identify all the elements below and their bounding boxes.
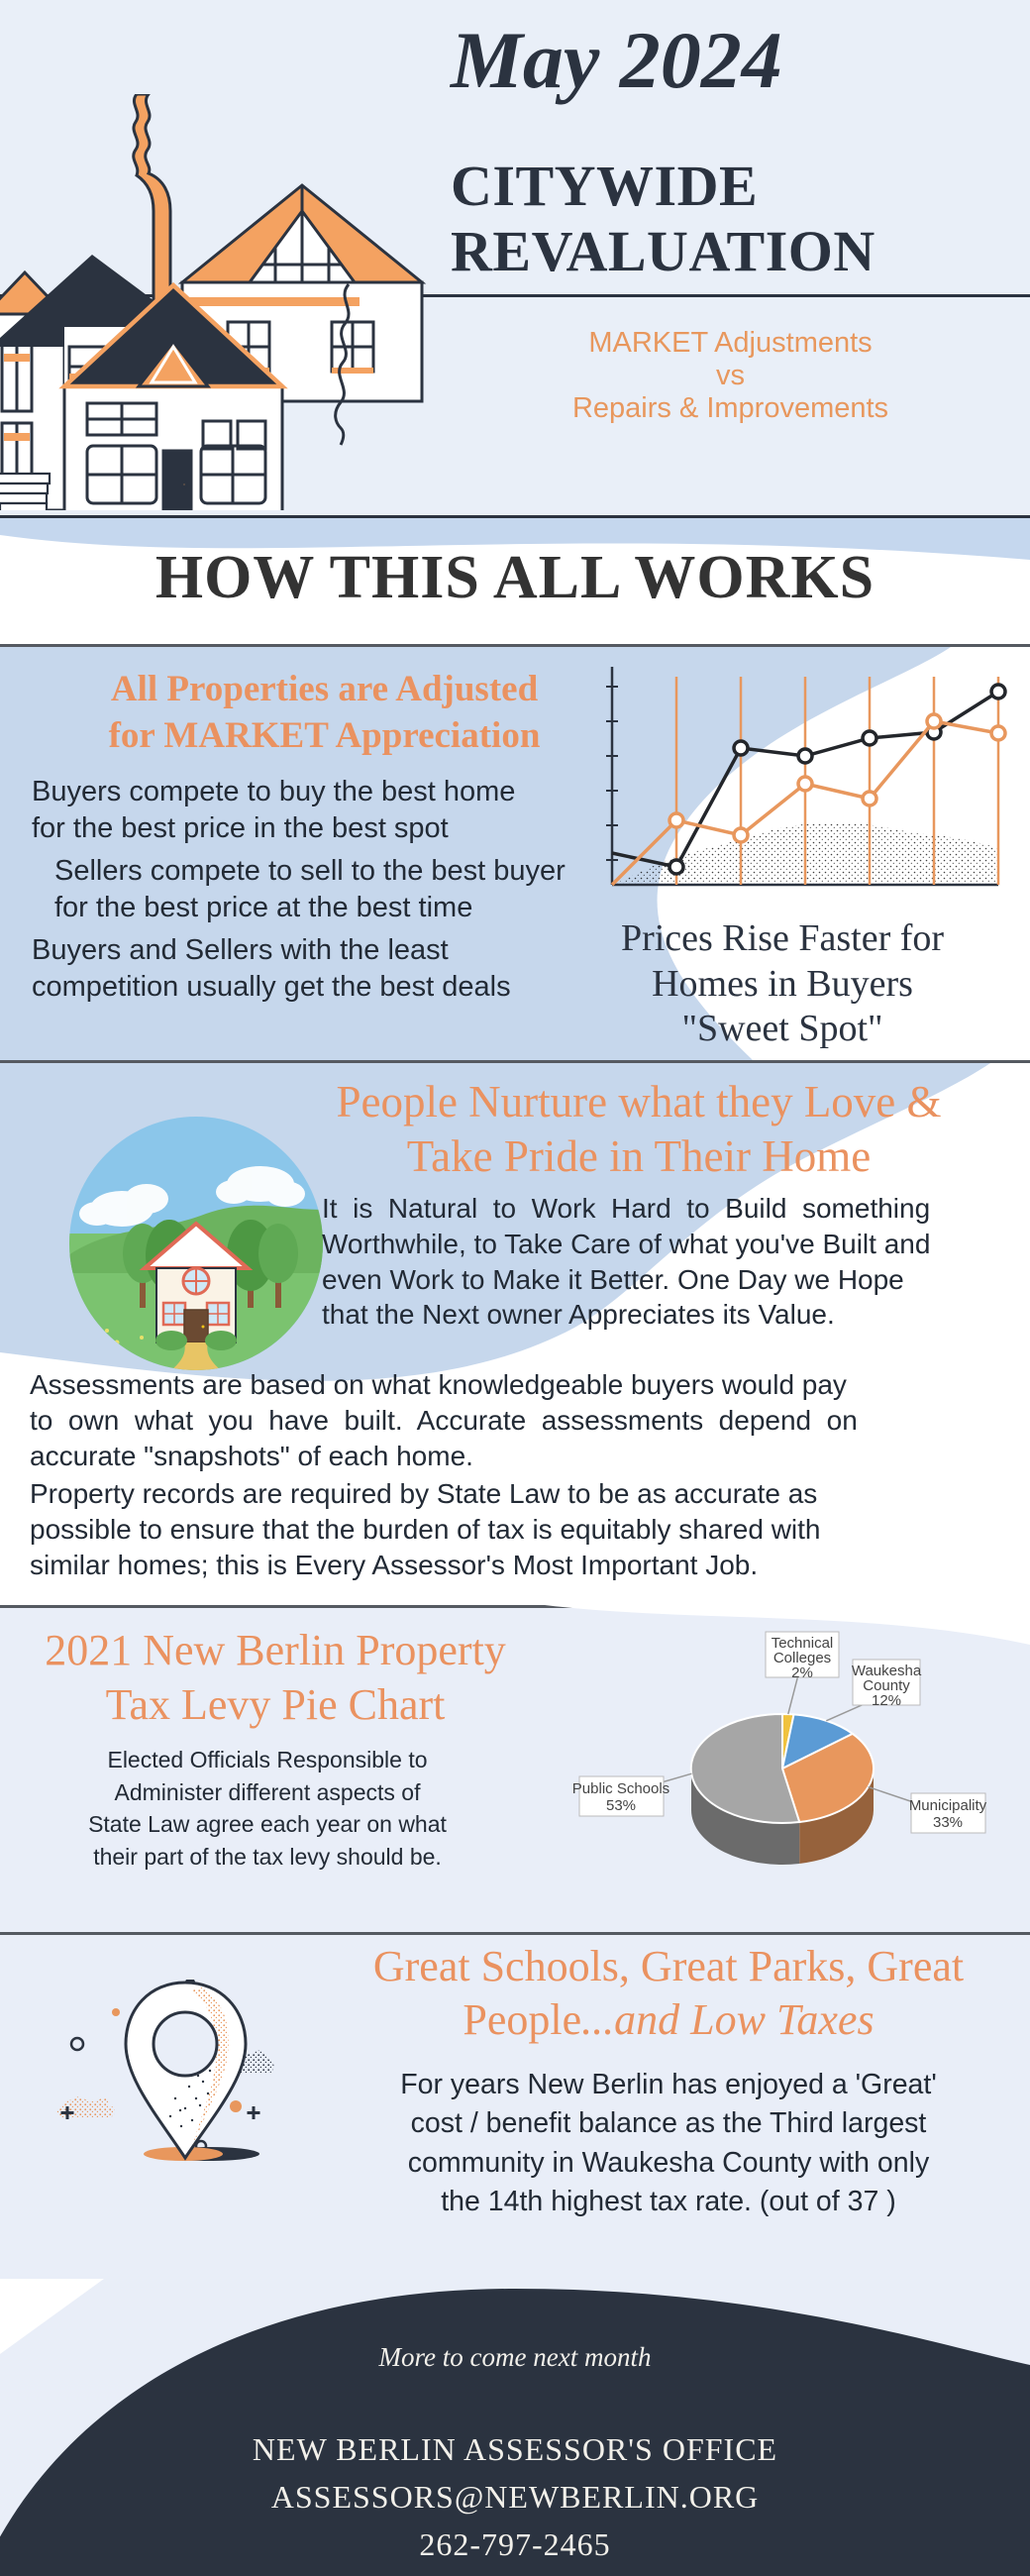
svg-text:12%: 12% xyxy=(872,1692,901,1709)
svg-text:Public Schools: Public Schools xyxy=(572,1780,670,1797)
svg-text:2%: 2% xyxy=(791,1664,813,1681)
svg-text:Municipality: Municipality xyxy=(909,1797,987,1814)
svg-text:33%: 33% xyxy=(933,1814,963,1831)
svg-text:53%: 53% xyxy=(606,1797,636,1814)
